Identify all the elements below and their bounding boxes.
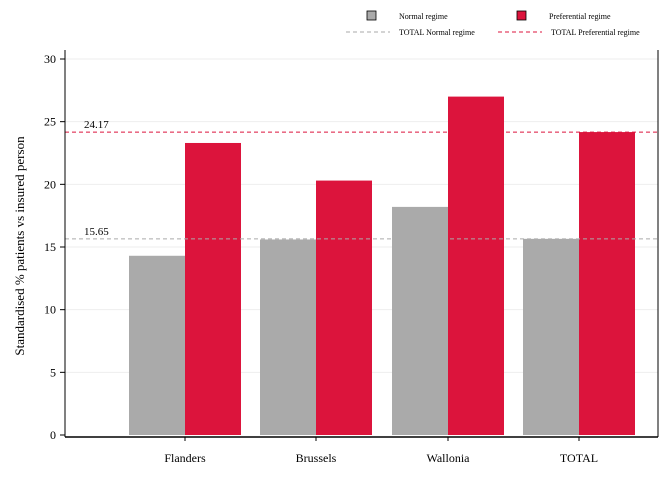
x-tick-label: TOTAL [560, 451, 598, 465]
bar-total-normal [523, 238, 579, 435]
x-tick-label: Flanders [164, 451, 206, 465]
legend: Normal regime Preferential regime TOTAL No… [346, 10, 640, 37]
y-tick-label: 30 [44, 52, 56, 66]
bar-wallonia-preferential [448, 96, 504, 435]
y-tick-label: 20 [44, 177, 56, 191]
bar-brussels-normal [260, 239, 316, 435]
legend-preferential-regime-swatch [516, 10, 527, 21]
legend-preferential-regime-label: Preferential regime [549, 12, 611, 21]
x-tick-label: Wallonia [426, 451, 470, 465]
bar-total-preferential [579, 132, 635, 435]
reference-label-preferential: 24.17 [84, 119, 109, 131]
bar-flanders-normal [129, 255, 185, 435]
y-tick-label: 5 [50, 365, 56, 379]
reference-lines: 15.65 24.17 [65, 119, 658, 240]
y-axis-label: Standardised % patients vs insured perso… [12, 136, 27, 356]
legend-normal-regime-label: Normal regime [399, 12, 448, 21]
y-tick-label: 10 [44, 303, 56, 317]
axes: 0 5 10 15 20 25 30 Flanders Brussels Wallonia TOTA… [44, 50, 659, 465]
y-tick-label: 15 [44, 240, 56, 254]
bars [129, 96, 635, 435]
x-tick-label: Brussels [296, 451, 337, 465]
reference-label-normal: 15.65 [84, 226, 109, 238]
y-tick-label: 25 [44, 115, 56, 129]
legend-total-normal-regime-label: TOTAL Normal regime [399, 28, 475, 37]
legend-normal-regime-swatch [366, 10, 377, 21]
bar-brussels-preferential [316, 180, 372, 435]
y-tick-label: 0 [50, 428, 56, 442]
legend-total-preferential-regime-label: TOTAL Preferential regime [551, 28, 640, 37]
bar-flanders-preferential [185, 142, 241, 435]
bar-wallonia-normal [392, 206, 448, 435]
